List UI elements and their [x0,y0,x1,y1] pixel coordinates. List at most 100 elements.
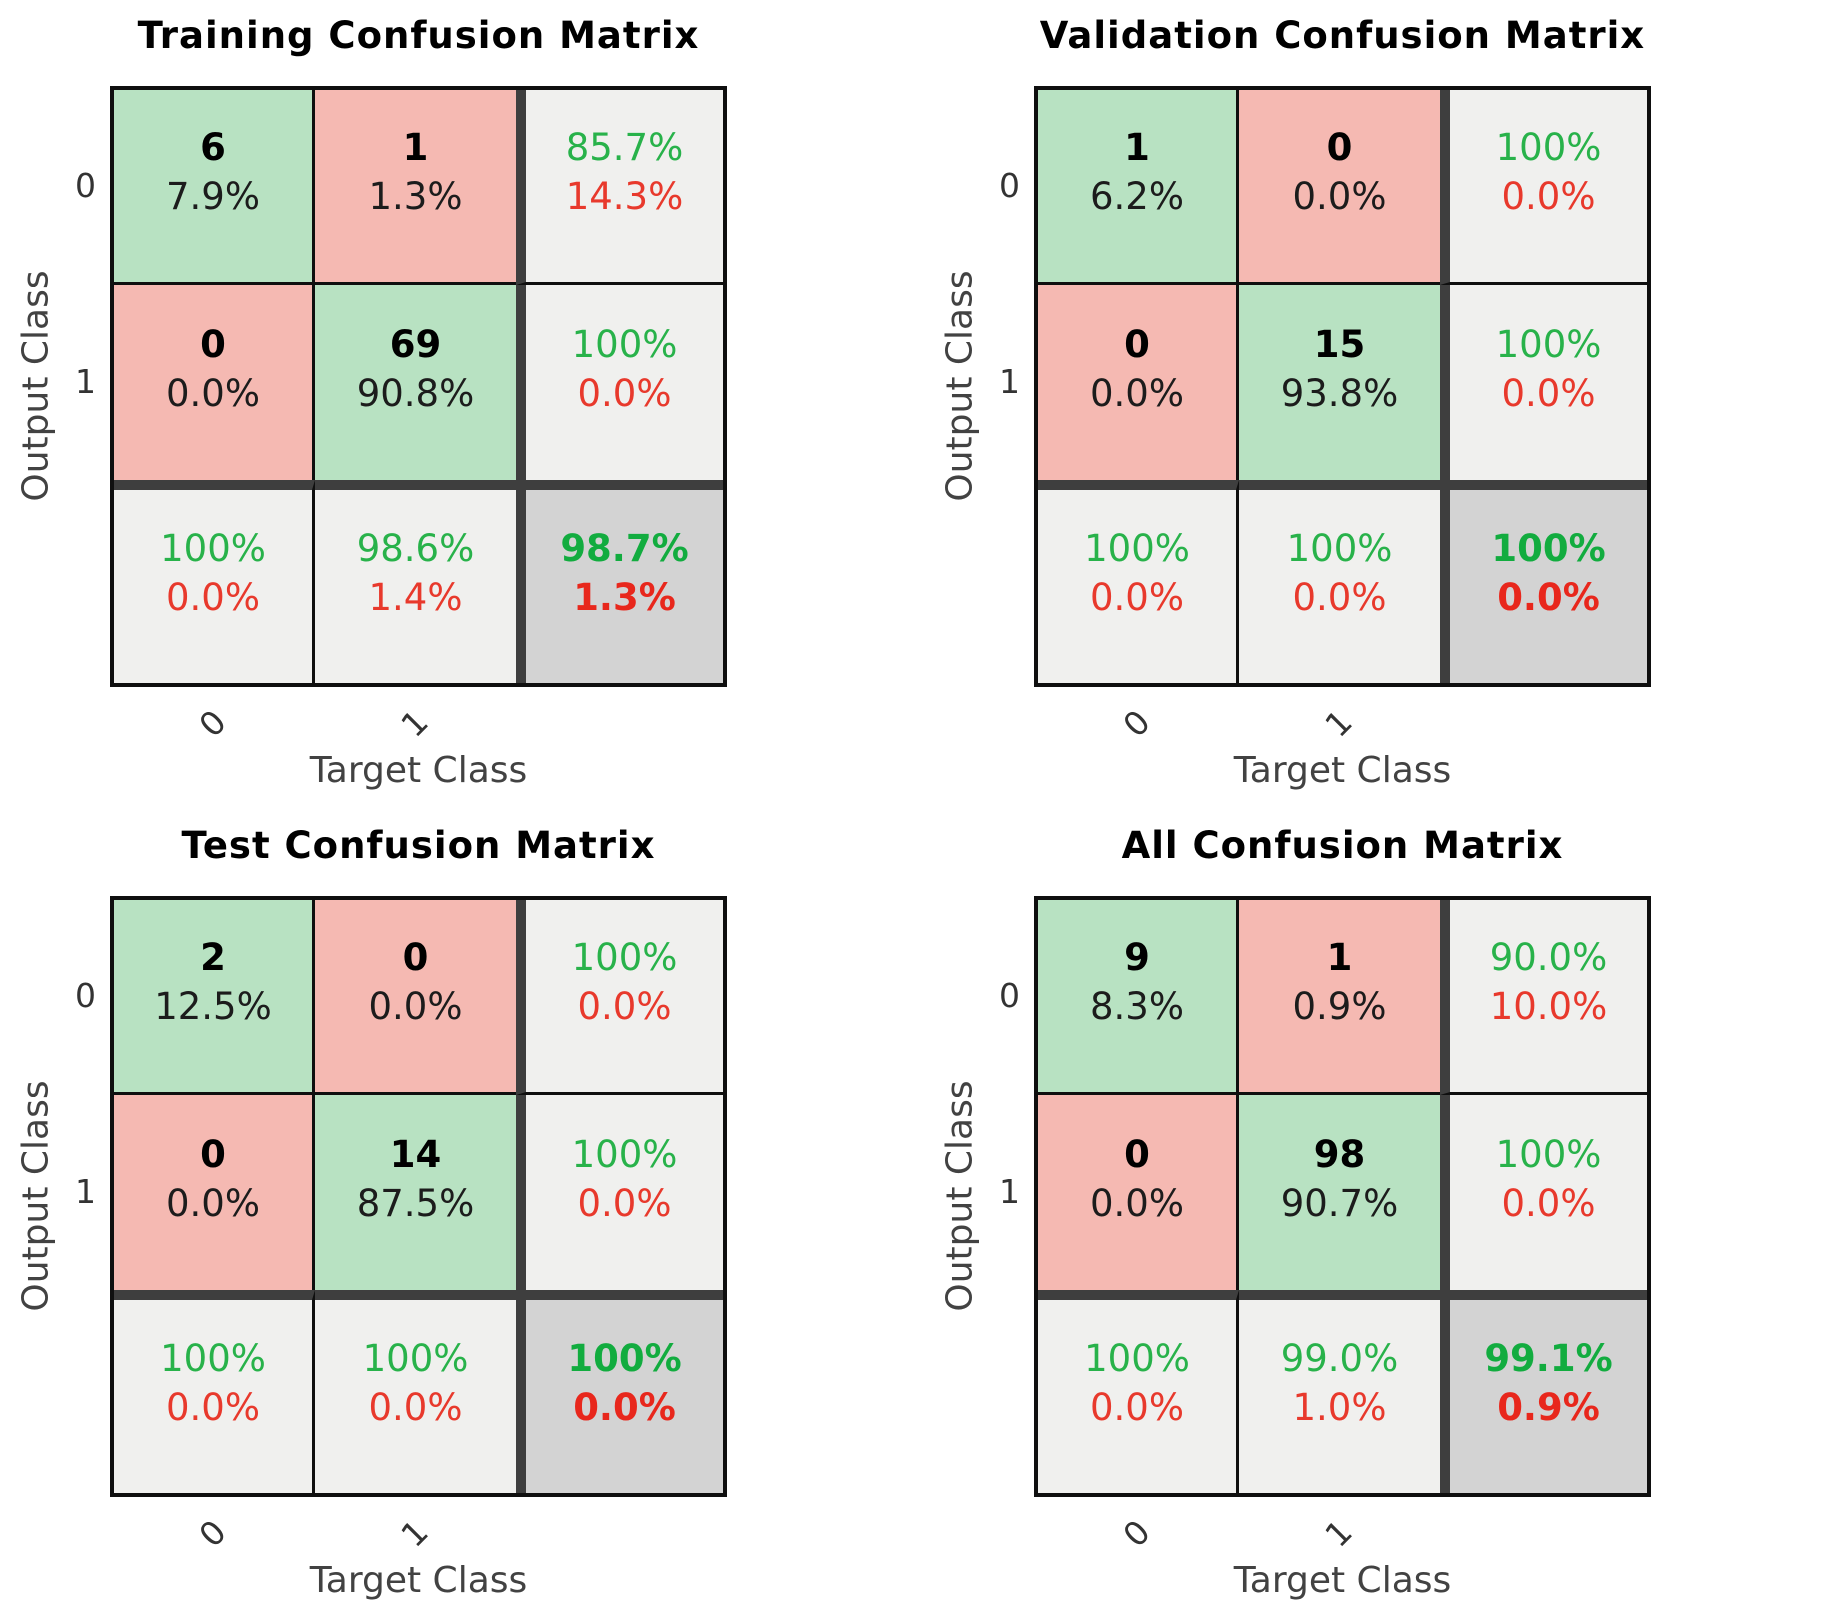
cell-percent: 90.8% [356,371,475,415]
cell-success-pct: 100% [1495,322,1602,366]
cell-overall: 99.1% 0.9% [1440,1290,1647,1493]
cell-r0c1: 0 0.0% [315,900,516,1095]
cell-count: 0 [1124,322,1150,366]
y-tick-0: 0 [75,976,96,1015]
cell-error-pct: 14.3% [565,175,684,218]
cell-percent: 0.0% [1090,371,1184,415]
cell-error-pct: 0.0% [368,1385,463,1429]
x-tick-1: 1 [393,702,436,745]
cell-r1c0: 0 0.0% [1038,1095,1239,1290]
cell-error-pct: 0.0% [1090,575,1184,619]
cell-c0-summary: 100% 0.0% [1038,1290,1239,1493]
cell-r0c0: 2 12.5% [114,900,315,1095]
cell-r0c1: 1 1.3% [315,90,516,285]
cell-success-pct: 99.1% [1484,1336,1613,1380]
cell-count: 6 [200,126,226,170]
x-axis-label: Target Class [1233,1560,1452,1601]
cell-success-pct: 100% [1495,126,1602,170]
x-axis-label: Target Class [309,1560,528,1601]
cell-r0-summary: 90.0% 10.0% [1440,900,1647,1095]
x-tick-0: 0 [191,702,234,745]
cell-r0c0: 6 7.9% [114,90,315,285]
cell-success-pct: 100% [362,1336,469,1380]
cell-count: 69 [389,322,442,366]
cell-r1-summary: 100% 0.0% [516,1095,723,1290]
cell-r1-summary: 100% 0.0% [516,285,723,480]
y-tick-1: 1 [75,362,96,401]
cell-r1-summary: 100% 0.0% [1440,1095,1647,1290]
cell-c1-summary: 99.0% 1.0% [1239,1290,1440,1493]
y-tick-0: 0 [999,976,1020,1015]
cell-percent: 0.0% [166,371,260,415]
x-tick-1: 1 [1317,702,1360,745]
cell-percent: 0.0% [1090,1181,1184,1225]
x-tick-1: 1 [1317,1512,1360,1555]
x-axis-label: Target Class [309,750,528,791]
cell-count: 0 [1124,1132,1150,1176]
y-tick-0: 0 [75,166,96,205]
x-tick-1: 1 [393,1512,436,1555]
cell-r1c1: 14 87.5% [315,1095,516,1290]
cell-success-pct: 98.6% [356,526,475,570]
cell-c1-summary: 98.6% 1.4% [315,480,516,683]
cell-r0c0: 1 6.2% [1038,90,1239,285]
cell-percent: 0.0% [166,1181,260,1225]
cell-count: 9 [1124,936,1150,980]
cell-r1c1: 98 90.7% [1239,1095,1440,1290]
cell-success-pct: 100% [160,526,266,570]
y-tick-1: 1 [999,362,1020,401]
cell-overall: 100% 0.0% [1440,480,1647,683]
confusion-grid: 6 7.9% 1 1.3% 85.7% 14.3% 0 0.0% 69 90.8% 100… [110,86,727,687]
cell-overall: 98.7% 1.3% [516,480,723,683]
cell-count: 14 [389,1132,442,1176]
cell-error-pct: 0.0% [573,1385,676,1429]
cell-percent: 6.2% [1090,175,1184,218]
cell-percent: 90.7% [1280,1181,1399,1225]
cell-success-pct: 98.7% [560,526,689,570]
cell-r0-summary: 100% 0.0% [1440,90,1647,285]
cell-r0c0: 9 8.3% [1038,900,1239,1095]
cell-success-pct: 85.7% [565,126,684,170]
cell-error-pct: 0.0% [577,985,672,1028]
cell-count: 0 [200,1132,226,1176]
cell-error-pct: 0.0% [1501,1181,1596,1225]
cell-percent: 87.5% [356,1181,475,1225]
cell-error-pct: 0.0% [166,575,260,619]
cell-success-pct: 100% [160,1336,266,1380]
y-tick-0: 0 [999,166,1020,205]
x-tick-0: 0 [191,1512,234,1555]
cell-percent: 0.0% [368,985,463,1028]
cell-r1c0: 0 0.0% [1038,285,1239,480]
cell-count: 1 [1124,126,1150,170]
cell-r1c0: 0 0.0% [114,1095,315,1290]
cell-success-pct: 99.0% [1280,1336,1399,1380]
cell-r0-summary: 100% 0.0% [516,900,723,1095]
cell-success-pct: 100% [571,1132,678,1176]
cell-count: 1 [1326,936,1353,980]
cell-r0c1: 1 0.9% [1239,900,1440,1095]
confusion-grid: 2 12.5% 0 0.0% 100% 0.0% 0 0.0% 14 87.5% 100%… [110,896,727,1497]
cell-error-pct: 1.0% [1292,1385,1387,1429]
cell-c0-summary: 100% 0.0% [114,1290,315,1493]
cell-percent: 8.3% [1090,985,1184,1028]
x-tick-0: 0 [1115,702,1158,745]
cell-count: 0 [200,322,226,366]
cell-error-pct: 1.3% [573,575,676,619]
cell-percent: 0.0% [1292,175,1387,218]
cell-error-pct: 0.0% [577,371,672,415]
cell-r0c1: 0 0.0% [1239,90,1440,285]
cell-r1c1: 69 90.8% [315,285,516,480]
cell-count: 0 [402,936,429,980]
cell-success-pct: 100% [1491,526,1606,570]
cell-error-pct: 0.0% [166,1385,260,1429]
cell-r1c1: 15 93.8% [1239,285,1440,480]
y-tick-1: 1 [75,1172,96,1211]
cell-c0-summary: 100% 0.0% [114,480,315,683]
cell-error-pct: 1.4% [368,575,463,619]
cell-percent: 12.5% [154,985,272,1028]
cell-percent: 7.9% [166,175,260,218]
y-tick-1: 1 [999,1172,1020,1211]
cell-error-pct: 0.0% [1497,575,1600,619]
cell-error-pct: 0.0% [1501,371,1596,415]
